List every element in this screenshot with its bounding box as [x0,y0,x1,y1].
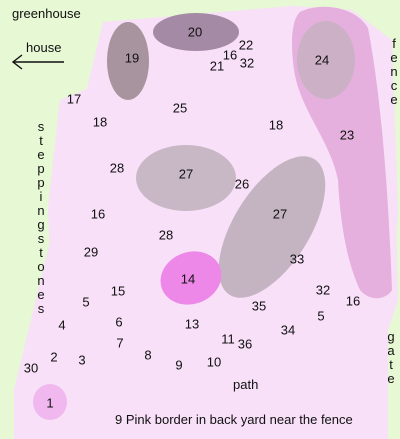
plant-number: 6 [115,314,123,330]
plant-number: 5 [82,294,90,310]
plant-number: 17 [66,91,82,107]
label-path: path [233,377,259,392]
arrow-left-head [11,54,23,70]
plant-number: 36 [237,336,253,352]
plant-number: 5 [317,308,325,324]
caption: 9 Pink border in back yard near the fenc… [115,412,353,427]
label-greenhouse: greenhouse [12,6,81,21]
plant-number: 28 [109,160,125,176]
plant-number: 16 [345,293,361,309]
plant-number: 34 [280,322,296,338]
plant-number: 22 [238,37,254,53]
plant-number: 14 [180,271,196,287]
plant-number: 21 [209,58,225,74]
plant-number: 18 [268,117,284,133]
plant-number: 33 [289,251,305,267]
shrub-27-round [136,145,236,211]
plant-number: 26 [234,176,250,192]
plant-number: 2 [50,349,58,365]
plant-number: 8 [144,347,152,363]
plant-number: 20 [187,24,203,40]
plant-number: 29 [83,244,99,260]
plant-number: 27 [272,206,288,222]
shrub-27-long [218,156,326,298]
label-house: house [26,40,62,55]
plant-number: 23 [339,127,355,143]
plant-number: 28 [158,227,174,243]
shrub-20 [153,13,239,51]
highlight-14 [160,251,222,305]
plant-number: 30 [23,360,39,376]
plant-number: 27 [178,166,194,182]
plant-number: 32 [239,55,255,71]
plant-number: 13 [184,316,200,332]
plant-number: 7 [116,335,124,351]
plant-number: 16 [222,47,238,63]
plant-number: 4 [58,317,66,333]
shrub-24 [297,21,355,99]
plant-number: 32 [315,282,331,298]
plant-number: 35 [251,298,267,314]
plant-number: 9 [175,357,183,373]
plant-number: 3 [78,352,86,368]
plant-number: 10 [206,354,222,370]
plant-number: 19 [124,50,140,66]
plant-number: 18 [92,114,108,130]
plant-number: 1 [46,395,54,411]
plant-number: 25 [172,100,188,116]
plant-number: 15 [110,283,126,299]
garden-bed-main [14,6,398,439]
spot-1 [33,384,67,420]
shrub-19 [107,22,149,100]
plant-number: 24 [314,52,330,68]
plant-number: 16 [90,206,106,222]
plant-number: 11 [221,331,235,347]
